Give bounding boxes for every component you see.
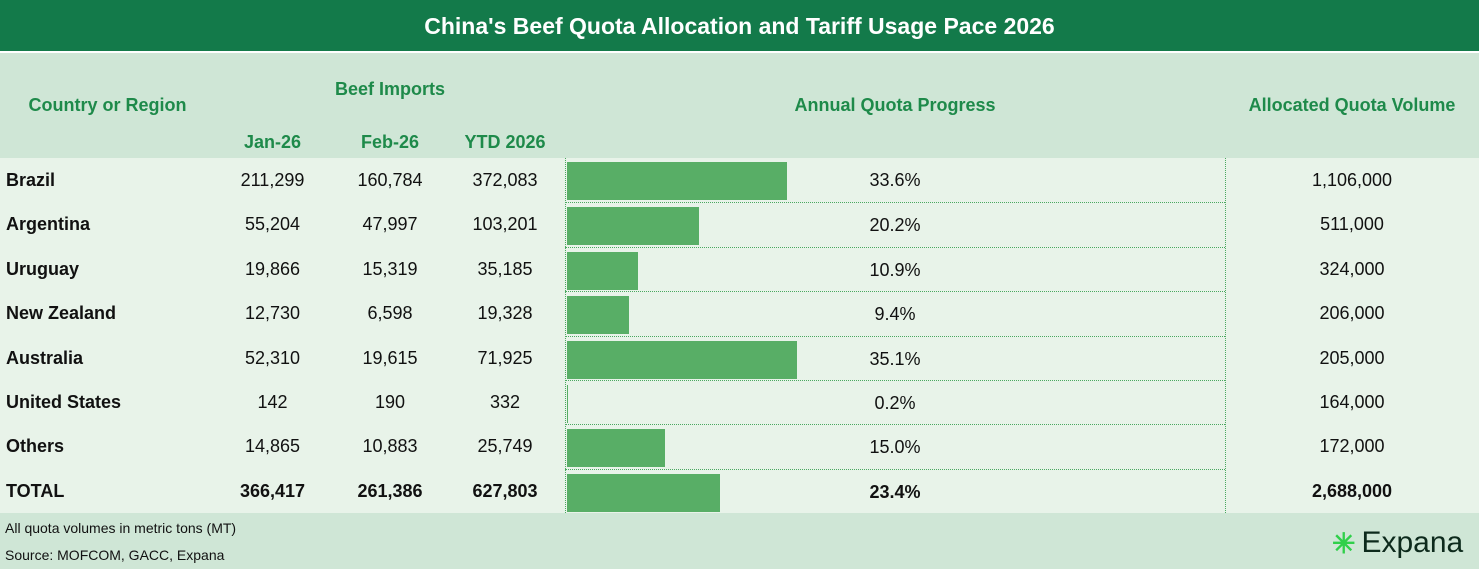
allocated-cell: 324,000	[1319, 258, 1385, 279]
allocated-cell: 2,688,000	[1311, 480, 1393, 501]
progress-bar	[567, 251, 639, 290]
header-beef-imports: Beef Imports	[334, 79, 446, 99]
ytd-cell: 71,925	[477, 347, 533, 368]
progress-bar	[567, 473, 721, 512]
allocated-cell: 511,000	[1320, 214, 1384, 235]
logo-text: Expana	[1361, 526, 1464, 559]
feb-cell: 19,615	[362, 347, 418, 368]
progress-bar	[567, 207, 700, 246]
jan-cell: 19,866	[244, 258, 301, 279]
country-cell: Others	[6, 436, 65, 457]
header-allocated: Allocated Quota Volume	[1248, 95, 1456, 115]
table-row: Argentina 55,204 47,997 103,201 20.2% 511,000	[0, 202, 1479, 246]
table-row: Others 14,865 10,883 25,749 15.0% 172,000	[0, 424, 1479, 468]
country-cell: Brazil	[6, 170, 56, 190]
progress-label: 0.2%	[874, 393, 916, 413]
progress-label: 35.1%	[869, 348, 921, 369]
header-progress: Annual Quota Progress	[794, 95, 996, 115]
ytd-cell: 332	[489, 392, 521, 412]
ytd-cell: 627,803	[472, 480, 538, 501]
country-cell: United States	[6, 392, 122, 412]
feb-cell: 261,386	[357, 480, 423, 501]
jan-cell: 366,417	[239, 480, 306, 501]
progress-bar	[567, 385, 569, 423]
progress-cell: 10.9%	[565, 246, 1225, 291]
progress-label: 9.4%	[874, 304, 916, 325]
table-row: New Zealand 12,730 6,598 19,328 9.4% 206,000	[0, 291, 1479, 335]
table-row: Uruguay 19,866 15,319 35,185 10.9% 324,000	[0, 246, 1479, 291]
feb-cell: 47,997	[362, 214, 418, 235]
progress-label: 33.6%	[869, 170, 921, 190]
country-cell: Australia	[6, 347, 84, 368]
feb-cell: 6,598	[367, 303, 413, 324]
progress-cell: 15.0%	[565, 424, 1225, 468]
jan-cell: 142	[257, 392, 288, 412]
jan-cell: 55,204	[244, 214, 301, 235]
table-row: United States 142 190 332 0.2% 164,000	[0, 380, 1479, 424]
column-divider	[565, 158, 566, 513]
jan-cell: 211,299	[240, 170, 305, 190]
header-feb: Feb-26	[360, 132, 420, 152]
progress-label: 20.2%	[869, 215, 921, 236]
feb-cell: 190	[374, 392, 406, 412]
jan-cell: 14,865	[244, 436, 301, 457]
ytd-cell: 35,185	[477, 258, 533, 279]
table-row: Brazil 211,299 160,784 372,083 33.6% 1,106,00…	[0, 158, 1479, 202]
table-row: Australia 52,310 19,615 71,925 35.1% 205,000	[0, 335, 1479, 380]
allocated-cell: 172,000	[1319, 436, 1385, 457]
allocated-cell: 1,106,000	[1311, 170, 1393, 190]
feb-cell: 160,784	[357, 170, 423, 190]
progress-bar	[567, 162, 788, 200]
country-cell: Argentina	[6, 214, 91, 235]
progress-bar	[567, 296, 629, 335]
feb-cell: 15,319	[362, 258, 418, 279]
ytd-cell: 19,328	[477, 303, 533, 324]
progress-label: 23.4%	[869, 481, 921, 502]
ytd-cell: 25,749	[477, 436, 533, 457]
ytd-cell: 372,083	[472, 170, 538, 190]
footer-note: All quota volumes in metric tons (MT)	[5, 520, 237, 536]
table-row: TOTAL 366,417 261,386 627,803 23.4% 2,688,000	[0, 468, 1479, 513]
progress-cell: 9.4%	[565, 291, 1225, 335]
jan-cell: 12,730	[244, 303, 301, 324]
progress-cell: 35.1%	[565, 335, 1225, 380]
country-cell: TOTAL	[6, 480, 65, 501]
expana-logo: ✳ Expana	[1332, 526, 1463, 560]
progress-cell: 23.4%	[565, 468, 1225, 513]
country-cell: Uruguay	[6, 258, 80, 279]
progress-label: 15.0%	[869, 437, 921, 458]
allocated-cell: 206,000	[1319, 303, 1385, 324]
progress-label: 10.9%	[869, 259, 921, 280]
progress-cell: 0.2%	[565, 380, 1225, 424]
allocated-cell: 205,000	[1319, 347, 1385, 368]
footer-source: Source: MOFCOM, GACC, Expana	[5, 547, 225, 563]
progress-cell: 20.2%	[565, 202, 1225, 246]
allocated-cell: 164,000	[1319, 392, 1385, 412]
progress-bar	[567, 340, 797, 379]
progress-bar	[567, 429, 666, 468]
feb-cell: 10,883	[362, 436, 418, 457]
ytd-cell: 103,201	[472, 214, 538, 235]
chart-title: China's Beef Quota Allocation and Tariff…	[0, 0, 1479, 53]
progress-cell: 33.6%	[565, 158, 1225, 202]
header-country: Country or Region	[28, 95, 187, 115]
country-cell: New Zealand	[6, 303, 117, 324]
jan-cell: 52,310	[244, 347, 301, 368]
table-body: Brazil 211,299 160,784 372,083 33.6% 1,106,00…	[0, 158, 1479, 513]
header-jan: Jan-26	[243, 132, 302, 152]
logo-star-icon: ✳	[1332, 527, 1356, 559]
column-divider	[1225, 158, 1226, 513]
header-ytd: YTD 2026	[464, 132, 546, 152]
